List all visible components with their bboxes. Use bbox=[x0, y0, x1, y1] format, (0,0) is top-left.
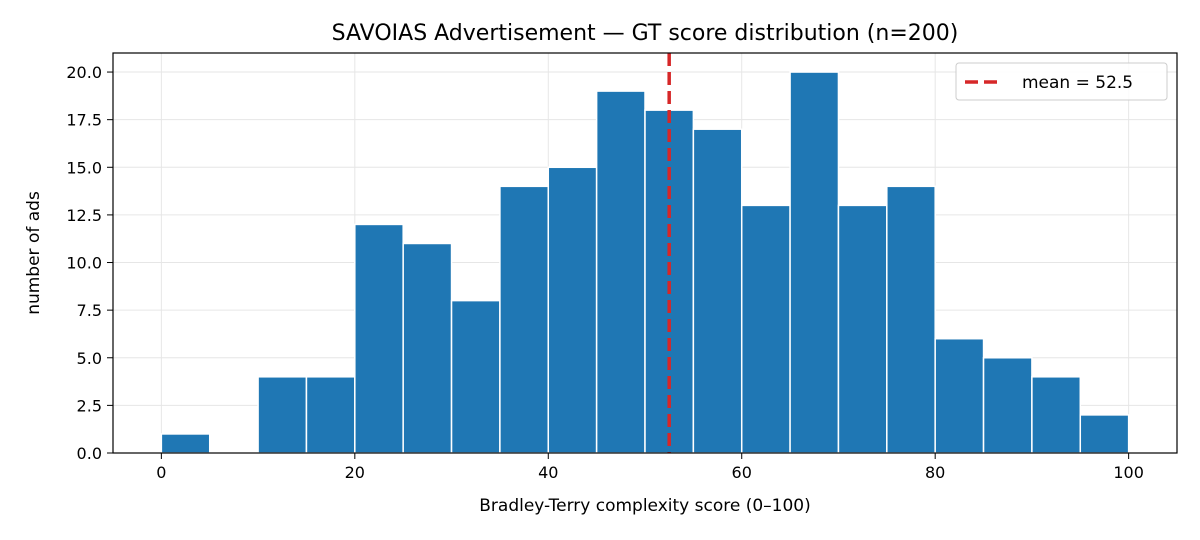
histogram-bar bbox=[305, 376, 356, 454]
plot-frame bbox=[112, 52, 1178, 454]
legend-label: mean = 52.5 bbox=[1022, 73, 1133, 93]
histogram-bar bbox=[789, 71, 840, 454]
legend-box bbox=[955, 62, 1168, 101]
y-tick-label: 20.0 bbox=[66, 63, 102, 82]
histogram-bar bbox=[160, 433, 211, 454]
x-tick-label: 80 bbox=[925, 463, 945, 482]
histogram-bar bbox=[257, 376, 308, 454]
y-tick-label: 17.5 bbox=[66, 111, 102, 130]
histogram-bar bbox=[692, 128, 743, 454]
histogram-bar bbox=[450, 299, 501, 454]
histogram-bar bbox=[886, 185, 936, 454]
x-axis-label: Bradley-Terry complexity score (0–100) bbox=[479, 496, 810, 516]
y-tick-label: 7.5 bbox=[77, 301, 102, 320]
histogram-bar bbox=[499, 185, 550, 454]
histogram-bar bbox=[934, 337, 985, 454]
y-tick-label: 2.5 bbox=[77, 396, 102, 415]
x-axis: 0 20 40 60 80 100 bbox=[156, 453, 1144, 482]
y-tick-label: 0.0 bbox=[77, 444, 102, 463]
chart-title: SAVOIAS Advertisement — GT score distrib… bbox=[332, 21, 959, 46]
histogram-bar bbox=[354, 223, 404, 454]
legend: mean = 52.5 bbox=[955, 62, 1168, 101]
histogram-bar bbox=[837, 204, 888, 454]
bars bbox=[160, 71, 1130, 454]
y-axis-label: number of ads bbox=[24, 191, 44, 315]
histogram-bar bbox=[982, 357, 1033, 454]
histogram-bar bbox=[595, 90, 646, 454]
x-tick-label: 40 bbox=[538, 463, 558, 482]
x-tick-label: 100 bbox=[1113, 463, 1144, 482]
x-tick-label: 60 bbox=[732, 463, 752, 482]
x-tick-label: 20 bbox=[345, 463, 365, 482]
y-tick-label: 12.5 bbox=[66, 206, 102, 225]
histogram-bar bbox=[1031, 376, 1082, 454]
y-tick-label: 10.0 bbox=[66, 254, 102, 273]
histogram-bar bbox=[740, 204, 791, 454]
histogram-bar bbox=[1079, 414, 1130, 454]
y-tick-label: 15.0 bbox=[66, 158, 102, 177]
y-tick-label: 5.0 bbox=[77, 349, 102, 368]
histogram-bar bbox=[547, 166, 598, 454]
x-tick-label: 0 bbox=[156, 463, 166, 482]
y-axis: 0.0 2.5 5.0 7.5 10.0 12.5 15.0 17.5 20.0 bbox=[66, 63, 113, 463]
histogram-bar bbox=[402, 242, 453, 454]
